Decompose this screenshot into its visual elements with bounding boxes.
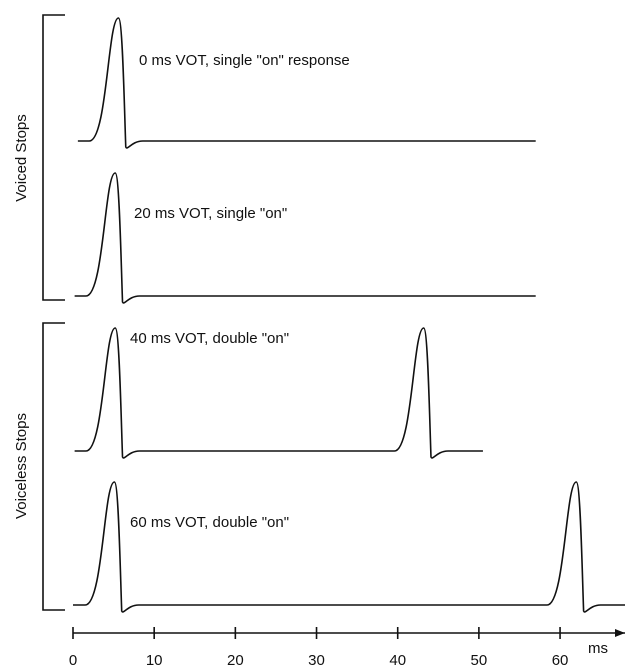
x-tick-label: 40 — [389, 652, 406, 669]
x-tick-label: 20 — [227, 652, 244, 669]
trace — [74, 172, 536, 304]
bracket — [42, 322, 65, 611]
bracket — [42, 14, 65, 301]
group-label: Voiceless Stops — [13, 413, 30, 519]
x-tick-label: 60 — [552, 652, 569, 669]
trace-label: 0 ms VOT, single "on" response — [139, 52, 350, 69]
axis-arrow — [615, 629, 625, 637]
trace-label: 60 ms VOT, double "on" — [130, 514, 289, 531]
trace — [77, 17, 536, 149]
trace-label: 20 ms VOT, single "on" — [134, 205, 287, 222]
x-tick-label: 10 — [146, 652, 163, 669]
trace-label: 40 ms VOT, double "on" — [130, 330, 289, 347]
x-tick-label: 30 — [308, 652, 325, 669]
x-tick-label: 50 — [471, 652, 488, 669]
trace — [74, 327, 483, 459]
axis-label: ms — [588, 640, 608, 657]
group-label: Voiced Stops — [13, 114, 30, 202]
x-tick-label: 0 — [69, 652, 77, 669]
trace — [73, 481, 625, 613]
